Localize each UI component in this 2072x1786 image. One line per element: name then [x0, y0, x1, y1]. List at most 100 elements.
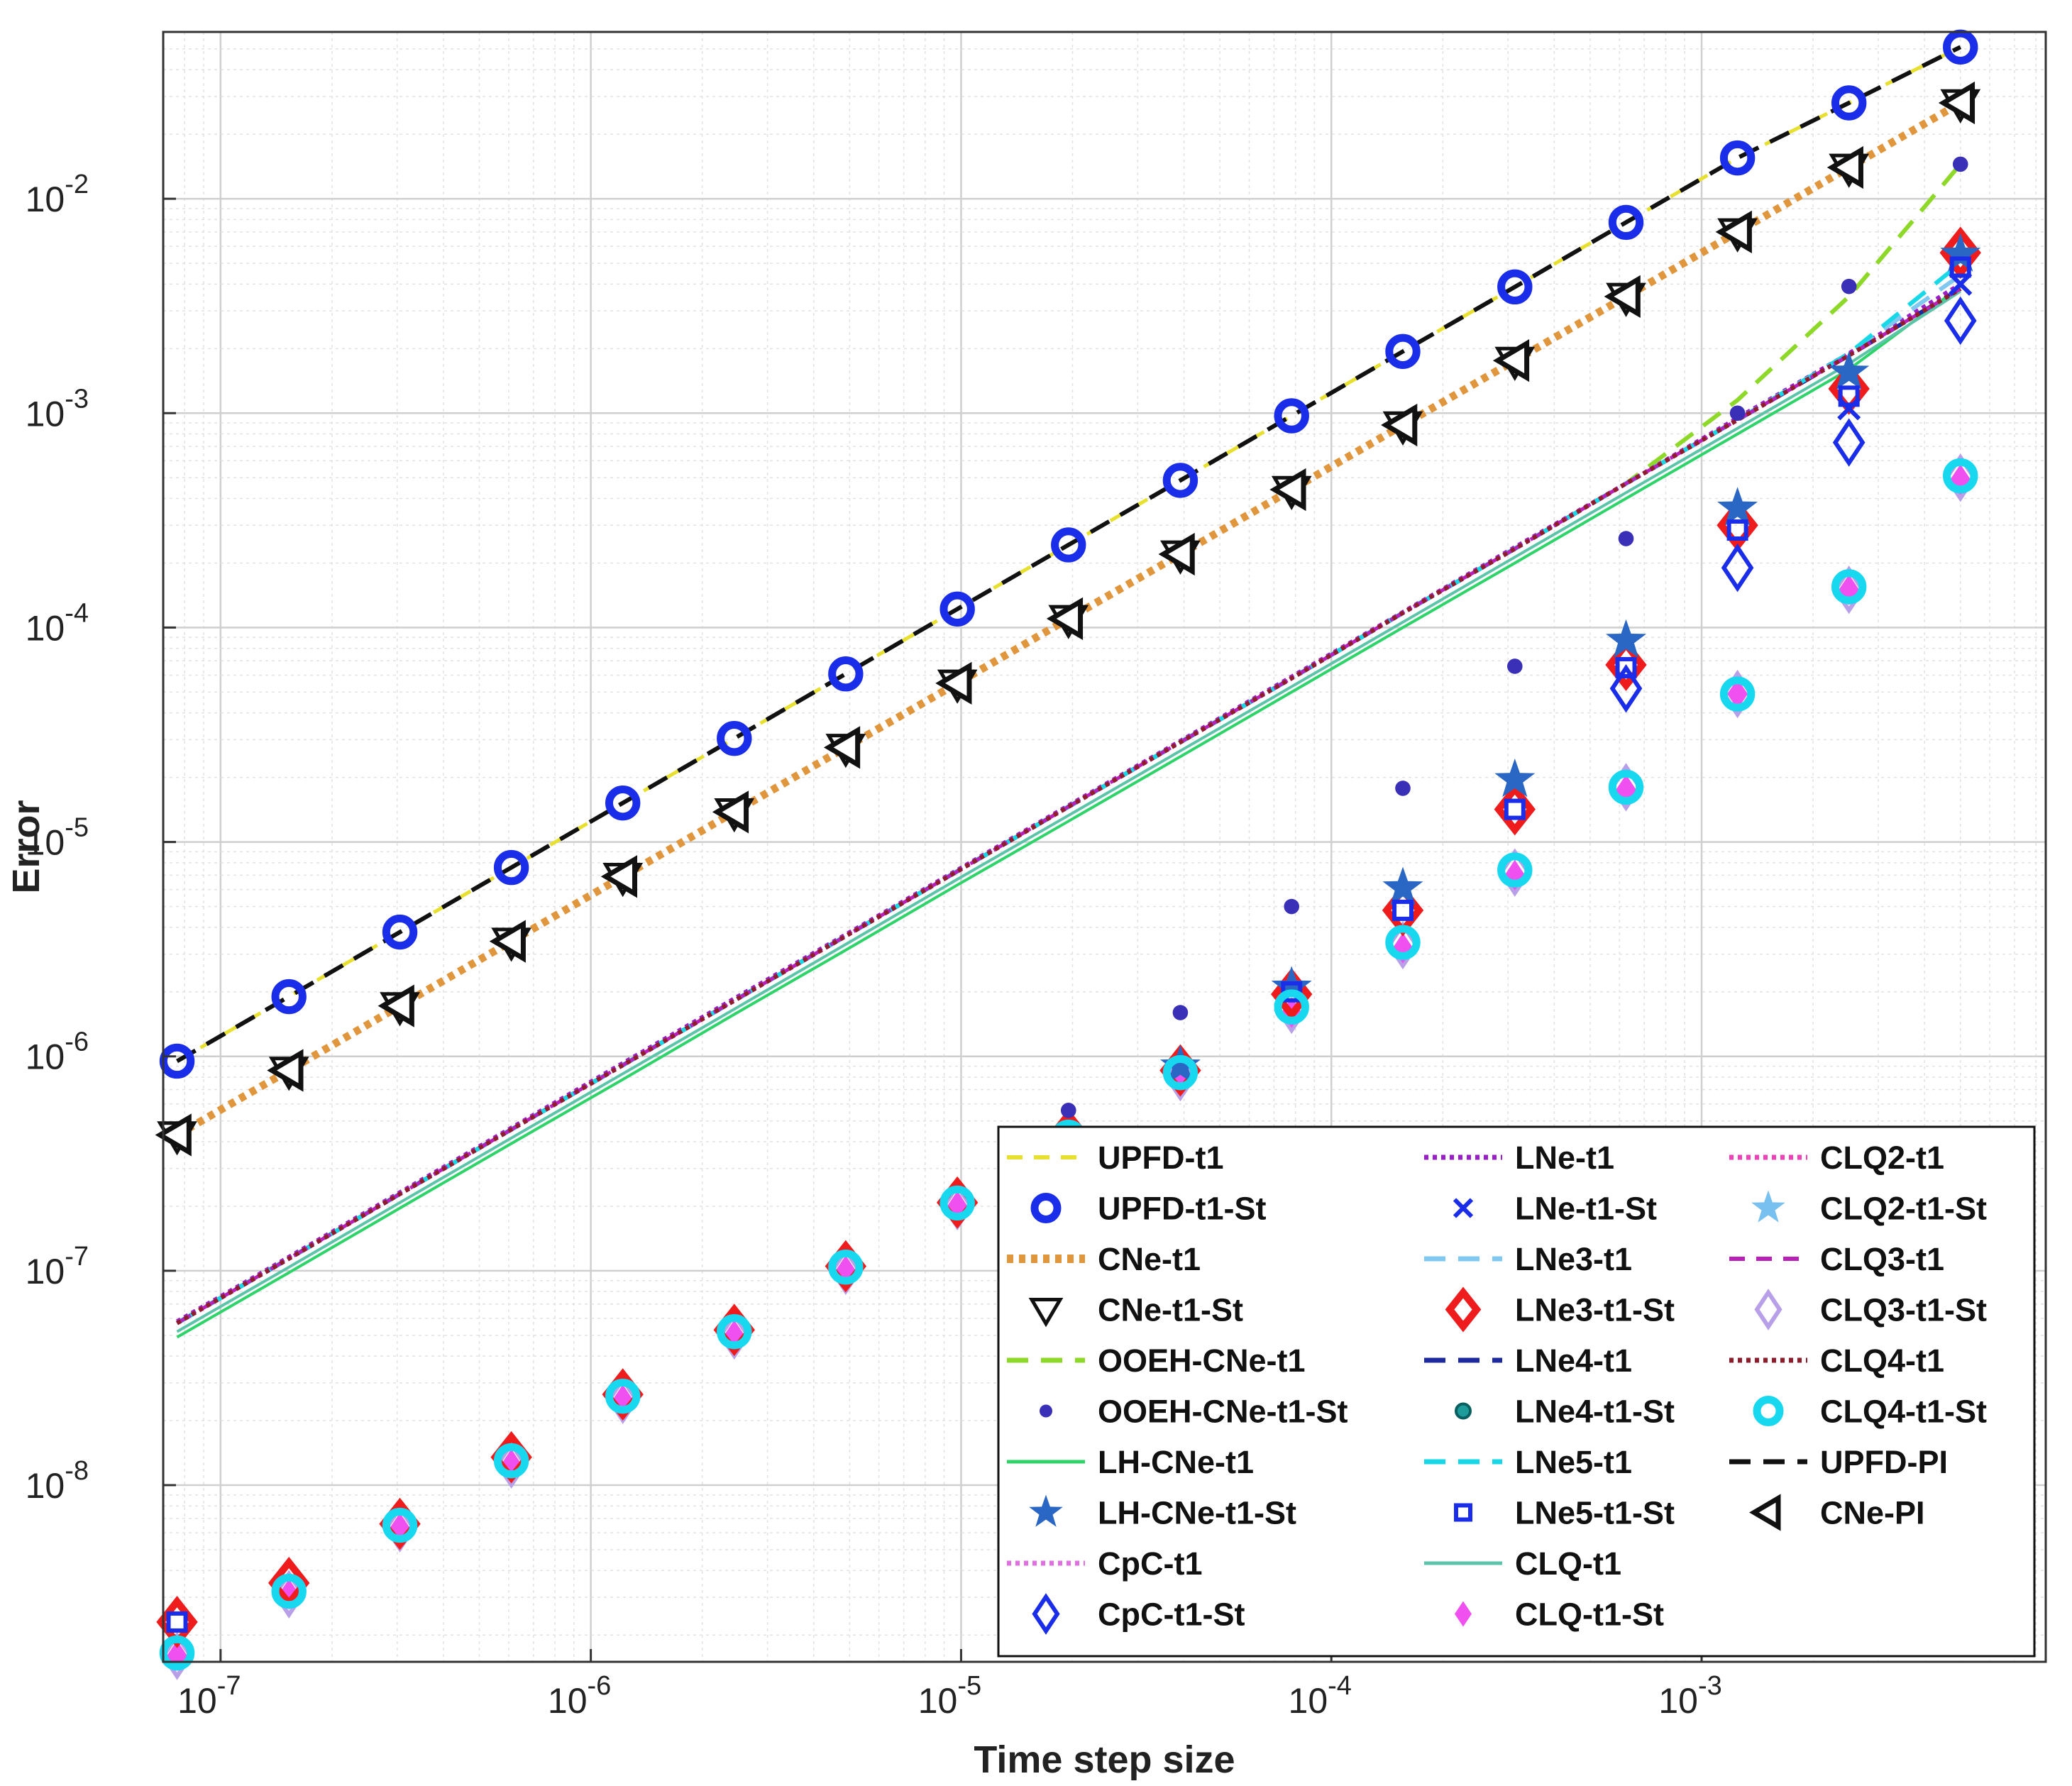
marker-point	[600, 855, 637, 898]
marker-point	[1726, 519, 1748, 541]
legend-label: UPFD-t1	[1098, 1140, 1224, 1176]
legend-entry-lne4-t1-st: LNe4-t1-St	[1455, 1394, 1675, 1430]
marker-point	[1727, 678, 1748, 710]
marker-point	[1721, 543, 1754, 592]
marker-point	[1162, 1054, 1198, 1091]
series-markers-lne-t1-st	[1837, 272, 1973, 421]
legend-label: CLQ4-t1-St	[1820, 1394, 1987, 1430]
marker-point	[1949, 256, 1971, 278]
marker-point	[1159, 1044, 1201, 1084]
marker-point	[382, 1507, 418, 1543]
legend-swatch	[1751, 1190, 1785, 1223]
legend-label: LH-CNe-t1	[1098, 1444, 1254, 1480]
marker-point	[1060, 1103, 1076, 1118]
marker-point	[1395, 781, 1411, 796]
series-line-clq-t1	[176, 290, 1961, 1333]
marker-point	[1944, 296, 1977, 346]
y-axis-title: Error	[5, 800, 48, 893]
marker-point	[1839, 574, 1860, 605]
marker-point	[1604, 275, 1641, 319]
legend-swatch	[1028, 1298, 1064, 1328]
legend-swatch	[1455, 1402, 1472, 1420]
marker-point	[605, 785, 641, 821]
marker-point	[1497, 269, 1533, 305]
legend-label: CNe-t1-St	[1098, 1292, 1243, 1328]
marker-point	[828, 1250, 864, 1285]
legend-label: CNe-PI	[1820, 1495, 1925, 1531]
legend-swatch	[1445, 1286, 1482, 1333]
marker-point	[1939, 226, 1981, 280]
marker-point	[1494, 783, 1536, 836]
legend-entry-lne4-t1: LNe4-t1	[1424, 1343, 1632, 1379]
legend-entry-lne3-t1-st: LNe3-t1-St	[1445, 1286, 1675, 1333]
legend-label: CNe-t1	[1098, 1241, 1201, 1277]
marker-point	[1943, 29, 1978, 65]
legend-label: CLQ3-t1-St	[1820, 1292, 1987, 1328]
legend: UPFD-t1 UPFD-t1-St CNe-t1 CNe-t1-St OOEH-CNe…	[997, 1125, 2036, 1658]
marker-point	[1164, 1052, 1197, 1102]
legend-entry-clq2-t1: CLQ2-t1	[1729, 1140, 1944, 1176]
marker-point	[1831, 569, 1867, 605]
legend-label: LH-CNe-t1-St	[1098, 1495, 1296, 1531]
marker-point	[493, 849, 529, 886]
marker-point	[823, 726, 861, 769]
marker-point	[947, 1191, 968, 1222]
legend-entry-clq3-t1-st: CLQ3-t1-St	[1754, 1289, 1987, 1330]
legend-label: OOEH-CNe-t1-St	[1098, 1394, 1348, 1430]
series-line-clq3-t1	[176, 287, 1962, 1325]
legend-entry-cpc-t1-st: CpC-t1-St	[1032, 1593, 1245, 1635]
marker-point	[1952, 156, 1968, 172]
marker-point	[271, 979, 307, 1015]
legend-entry-lne-t1: LNe-t1	[1424, 1140, 1614, 1176]
marker-point	[155, 1113, 192, 1157]
legend-swatch	[1749, 1494, 1781, 1531]
legend-entry-clq-t1-st: CLQ-t1-St	[1455, 1597, 1664, 1633]
marker-point	[939, 591, 975, 627]
marker-point	[712, 790, 749, 834]
legend-label: CLQ-t1	[1515, 1545, 1621, 1582]
marker-point	[1274, 398, 1309, 434]
legend-entry-lh-cne-t1: LH-CNe-t1	[1007, 1444, 1254, 1480]
legend-entry-lne-t1-st: LNe-t1-St	[1453, 1191, 1657, 1227]
legend-entry-upfd-pi: UPFD-PI	[1729, 1444, 1948, 1480]
marker-point	[835, 1255, 856, 1286]
marker-point	[828, 656, 864, 692]
marker-point	[1497, 852, 1533, 888]
legend-label: CLQ3-t1	[1820, 1241, 1944, 1277]
legend-label: CLQ-t1-St	[1515, 1597, 1664, 1633]
legend-entry-clq3-t1: CLQ3-t1	[1729, 1241, 1944, 1277]
marker-point	[1504, 798, 1526, 820]
marker-point	[1605, 639, 1647, 691]
x-axis-title: Time step size	[974, 1738, 1235, 1781]
marker-point	[1172, 1005, 1189, 1020]
marker-point	[1831, 85, 1867, 121]
marker-point	[1940, 233, 1981, 272]
marker-point	[1826, 145, 1863, 189]
legend-entry-lne5-t1: LNe5-t1	[1424, 1444, 1632, 1480]
series-line-upfd-pi	[176, 45, 1962, 1064]
series-markers-cne-pi	[155, 81, 1975, 1157]
series-markers-clq4-t1-st	[159, 458, 1978, 1671]
marker-point	[1606, 619, 1647, 658]
marker-point	[1832, 418, 1866, 467]
legend-label: LNe3-t1	[1515, 1241, 1632, 1277]
marker-point	[1385, 334, 1421, 370]
legend-label: CpC-t1-St	[1098, 1597, 1245, 1633]
legend-label: CpC-t1	[1098, 1545, 1202, 1582]
marker-point	[1046, 597, 1084, 641]
marker-point	[1494, 759, 1536, 798]
legend-label: LNe5-t1-St	[1515, 1495, 1675, 1531]
marker-point	[378, 984, 414, 1027]
marker-point	[1829, 351, 1870, 390]
legend-box	[997, 1125, 2036, 1658]
legend-entry-cne-t1: CNe-t1	[1007, 1241, 1201, 1277]
marker-point	[1719, 676, 1756, 712]
legend-entry-ooeh-cne-t1: OOEH-CNe-t1	[1007, 1343, 1306, 1379]
legend-entry-lne5-t1-st: LNe5-t1-St	[1454, 1495, 1675, 1531]
marker-point	[489, 920, 526, 963]
marker-point	[1729, 405, 1746, 421]
marker-point	[1392, 899, 1414, 921]
marker-point	[1381, 403, 1418, 447]
marker-point	[267, 1049, 304, 1092]
